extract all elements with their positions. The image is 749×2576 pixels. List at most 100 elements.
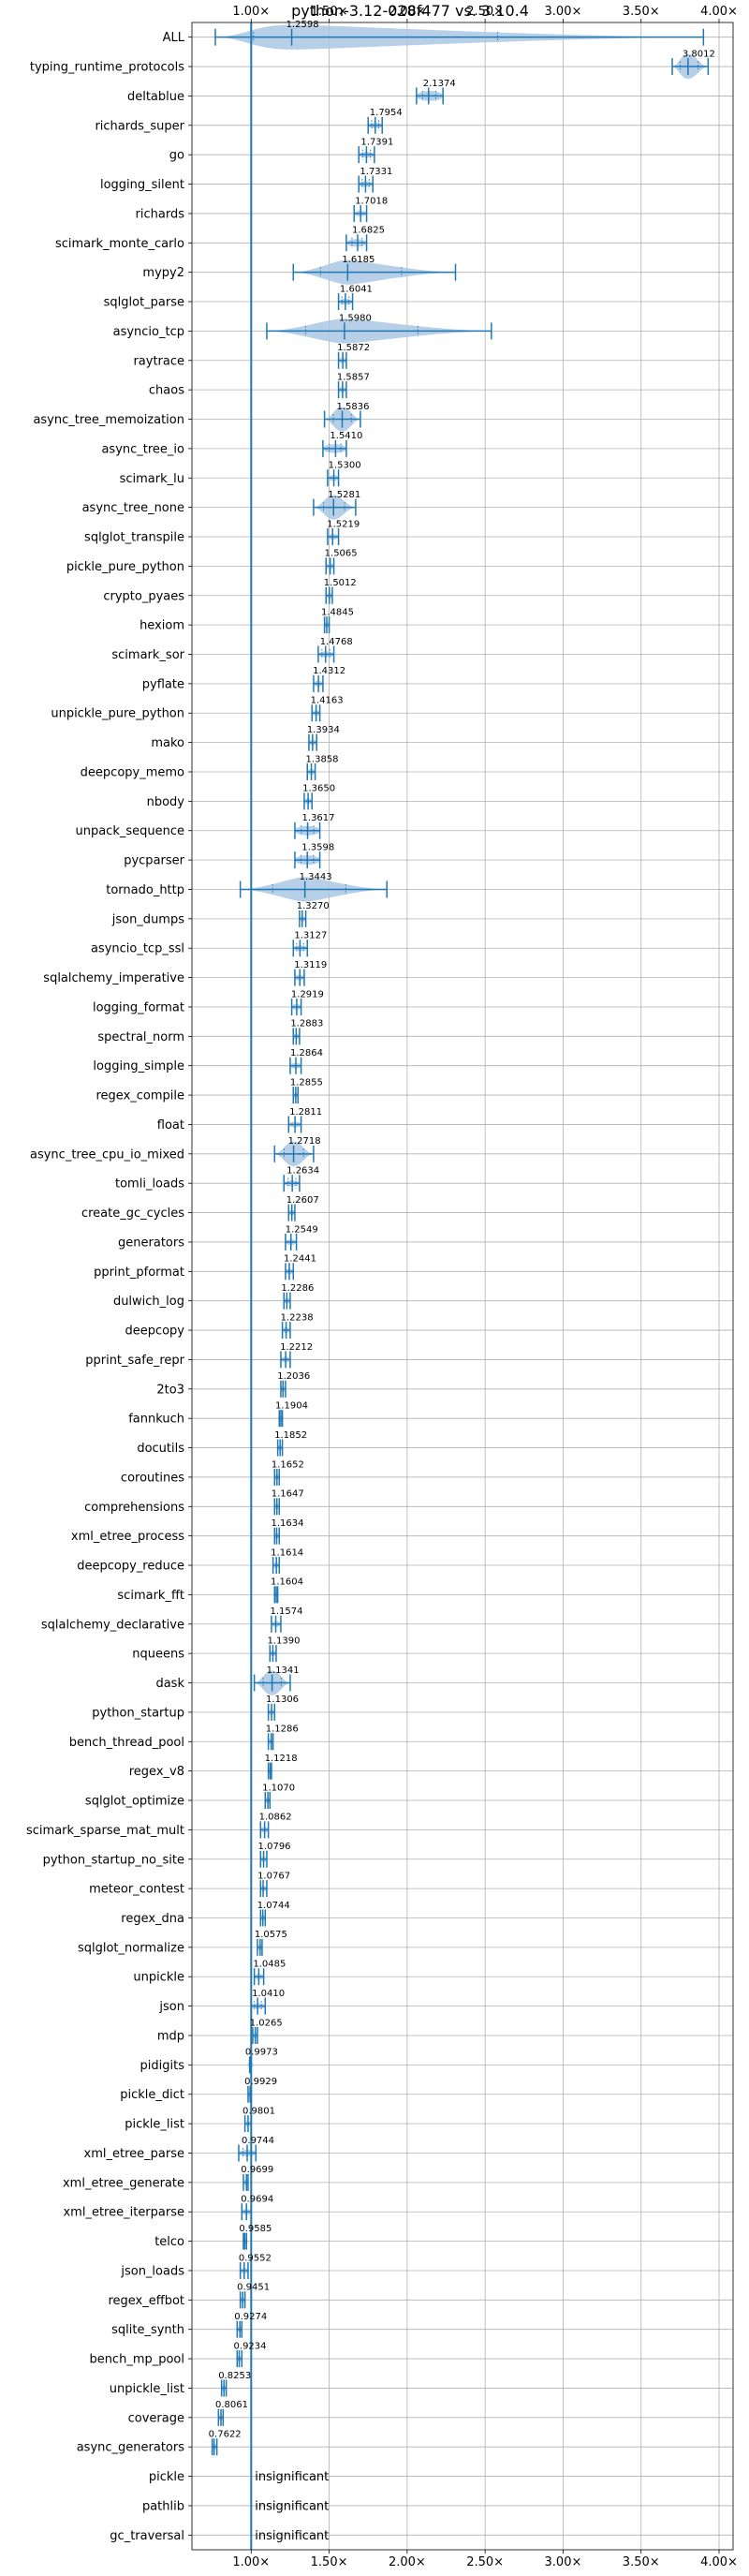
- benchmark-name-label: async_tree_none: [82, 501, 184, 515]
- chart-title: python-3.12-028f477 vs. 3.10.4: [291, 2, 529, 20]
- benchmark-name-label: sqlite_synth: [111, 2323, 184, 2337]
- value-label: 1.5872: [337, 343, 370, 353]
- benchmark-name-label: sqlglot_transpile: [84, 531, 184, 545]
- value-label: 3.8012: [683, 49, 715, 59]
- benchmark-name-label: ALL: [163, 31, 185, 45]
- x-tick-label-top: 1.50×: [311, 5, 348, 19]
- value-label: 1.3127: [294, 931, 327, 941]
- benchmark-name-label: comprehensions: [84, 1501, 184, 1515]
- value-label: 2.1374: [423, 79, 456, 89]
- x-tick-label-bottom: 4.00×: [700, 2555, 738, 2569]
- value-label: 0.9801: [242, 2106, 275, 2116]
- value-label: 1.2883: [290, 1019, 323, 1029]
- benchmark-name-label: dulwich_log: [113, 1295, 184, 1309]
- benchmark-name-label: spectral_norm: [97, 1030, 184, 1044]
- benchmark-name-label: regex_v8: [129, 1765, 184, 1779]
- benchmark-name-label: deltablue: [127, 90, 184, 104]
- benchmark-name-label: scimark_sparse_mat_mult: [26, 1824, 184, 1838]
- benchmark-name-label: xml_etree_iterparse: [63, 2206, 184, 2220]
- benchmark-name-label: xml_etree_process: [71, 1530, 184, 1544]
- benchmark-name-label: gc_traversal: [110, 2529, 184, 2543]
- x-tick-label-top: 2.50×: [466, 5, 504, 19]
- benchmark-name-label: richards_super: [95, 119, 184, 133]
- value-label: 1.2919: [291, 989, 324, 999]
- value-label: 1.0575: [255, 1930, 287, 1940]
- value-label: 1.1286: [266, 1725, 299, 1735]
- benchmark-name-label: scimark_lu: [120, 472, 184, 486]
- value-label: 0.9929: [244, 2077, 277, 2087]
- benchmark-name-label: deepcopy_reduce: [77, 1560, 184, 1574]
- value-label: 1.6825: [352, 226, 385, 236]
- value-label: 1.3270: [297, 901, 330, 911]
- value-label: 1.2286: [281, 1283, 314, 1294]
- benchmark-name-label: pickle_list: [125, 2118, 184, 2132]
- benchmark-name-label: create_gc_cycles: [81, 1207, 184, 1221]
- benchmark-name-label: unpickle: [133, 1971, 184, 1985]
- value-label: 1.2238: [281, 1312, 314, 1323]
- benchmark-name-label: dask: [155, 1677, 184, 1691]
- benchmark-name-label: async_generators: [77, 2441, 185, 2455]
- x-tick-label-bottom: 2.50×: [466, 2555, 504, 2569]
- benchmark-name-label: deepcopy: [125, 1325, 184, 1339]
- value-label: 1.5410: [330, 431, 362, 441]
- benchmark-name-label: mdp: [157, 2029, 184, 2043]
- value-label: 1.2598: [286, 20, 319, 30]
- benchmark-name-label: deepcopy_memo: [81, 765, 184, 779]
- value-label: 1.0767: [257, 1871, 290, 1881]
- insignificant-label: insignificant: [255, 2529, 329, 2543]
- x-tick-label-top: 2.00×: [389, 5, 426, 19]
- benchmark-name-label: generators: [118, 1236, 184, 1250]
- value-label: 1.3858: [306, 754, 339, 764]
- value-label: 1.1614: [271, 1547, 303, 1558]
- value-label: 1.5836: [337, 402, 370, 412]
- value-label: 1.2864: [290, 1048, 323, 1059]
- benchmark-name-label: async_tree_cpu_io_mixed: [30, 1147, 184, 1162]
- value-label: 1.2718: [288, 1136, 321, 1147]
- benchmark-name-label: nbody: [147, 795, 185, 809]
- value-label: 1.0485: [253, 1960, 286, 1970]
- value-labels: 1.2598 3.8012 2.1374 1.7954 1.7391 1.7331 1.70…: [209, 20, 715, 2543]
- benchmark-name-label: logging_silent: [100, 178, 184, 192]
- benchmark-name-label: mypy2: [142, 266, 184, 280]
- x-tick-label-bottom: 3.50×: [623, 2555, 660, 2569]
- benchmark-name-label: meteor_contest: [89, 1883, 184, 1897]
- violin-marks: [211, 24, 710, 2549]
- benchmark-name-label: xml_etree_parse: [84, 2147, 184, 2161]
- benchmark-name-label: nqueens: [132, 1648, 184, 1662]
- value-label: 1.5857: [337, 372, 370, 382]
- benchmark-name-label: sqlalchemy_imperative: [43, 971, 184, 985]
- value-label: 0.9552: [239, 2253, 272, 2263]
- value-label: 1.5300: [329, 461, 361, 471]
- benchmark-name-label: bench_thread_pool: [69, 1736, 184, 1750]
- plot-frame: [191, 22, 734, 2551]
- value-label: 1.7018: [355, 196, 388, 206]
- value-label: 0.9699: [241, 2165, 273, 2175]
- benchmark-name-label: asyncio_tcp: [113, 325, 184, 339]
- value-label: 1.2212: [280, 1342, 313, 1353]
- value-label: 1.5012: [324, 578, 357, 588]
- insignificant-label: insignificant: [255, 2499, 329, 2513]
- value-label: 1.6185: [342, 255, 374, 265]
- benchmark-name-label: sqlglot_parse: [104, 296, 184, 310]
- x-tick-label-bottom: 1.00×: [232, 2555, 270, 2569]
- x-tick-label-top: 1.00×: [232, 5, 270, 19]
- value-label: 0.9694: [241, 2195, 273, 2205]
- value-label: 1.1306: [266, 1695, 299, 1705]
- value-label: 1.5065: [325, 549, 358, 559]
- benchmark-name-label: pprint_safe_repr: [85, 1354, 184, 1368]
- value-label: 1.4845: [321, 607, 354, 617]
- value-label: 1.0862: [259, 1813, 292, 1823]
- y-axis: ALL typing_runtime_protocols deltablue rich…: [26, 31, 192, 2543]
- benchmark-name-label: json_loads: [120, 2264, 184, 2278]
- benchmark-name-label: 2to3: [156, 1383, 184, 1397]
- benchmark-name-label: regex_compile: [95, 1089, 184, 1103]
- value-label: 1.1852: [274, 1430, 307, 1441]
- benchmark-name-label: hexiom: [140, 619, 184, 633]
- value-label: 1.7391: [360, 138, 393, 148]
- benchmark-name-label: pickle_dict: [120, 2088, 184, 2102]
- value-label: 1.3617: [302, 813, 335, 823]
- value-label: 1.2441: [284, 1254, 316, 1265]
- benchmark-name-label: xml_etree_generate: [63, 2176, 184, 2190]
- x-tick-label-top: 3.50×: [623, 5, 660, 19]
- benchmark-name-label: pprint_pformat: [94, 1266, 184, 1280]
